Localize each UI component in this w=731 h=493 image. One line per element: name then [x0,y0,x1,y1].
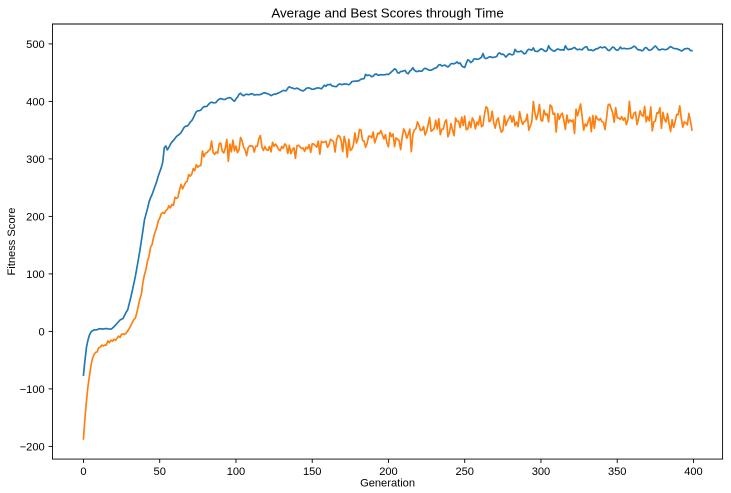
svg-text:−100: −100 [20,384,45,396]
svg-text:0: 0 [39,326,45,338]
svg-text:Generation: Generation [360,478,415,490]
svg-text:300: 300 [532,466,551,478]
svg-text:400: 400 [26,96,45,108]
svg-text:Average and Best Scores throug: Average and Best Scores through Time [271,5,503,20]
svg-text:500: 500 [26,39,45,51]
svg-text:−200: −200 [20,441,45,453]
svg-text:350: 350 [608,466,627,478]
svg-text:200: 200 [26,211,45,223]
svg-text:50: 50 [154,466,166,478]
svg-text:150: 150 [303,466,322,478]
svg-text:300: 300 [26,154,45,166]
svg-text:Fitness Score: Fitness Score [6,208,18,276]
svg-text:100: 100 [26,269,45,281]
svg-text:250: 250 [455,466,474,478]
svg-text:100: 100 [227,466,246,478]
svg-text:200: 200 [379,466,398,478]
svg-text:400: 400 [684,466,703,478]
svg-text:0: 0 [80,466,86,478]
